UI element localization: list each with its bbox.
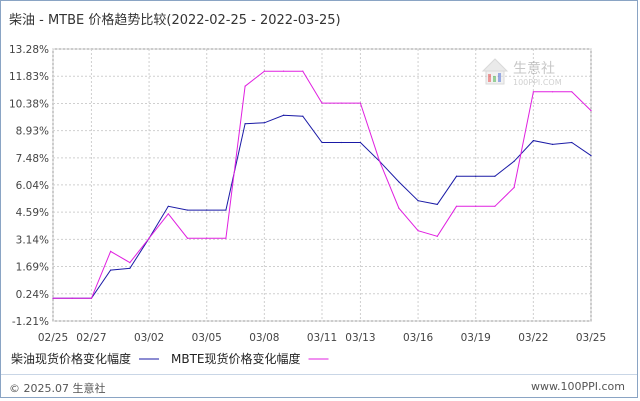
data-point xyxy=(244,123,246,125)
x-tick-label: 03/22 xyxy=(518,332,548,344)
logo-roof-icon xyxy=(481,58,509,72)
data-point xyxy=(90,297,93,299)
y-tick-label: 1.69% xyxy=(16,262,49,274)
data-point xyxy=(417,200,419,202)
x-tick-label: 03/02 xyxy=(134,332,164,344)
y-tick-label: 11.83% xyxy=(9,71,49,83)
series-lines xyxy=(52,70,592,299)
data-point xyxy=(571,91,573,93)
data-point xyxy=(359,102,362,104)
data-point xyxy=(455,205,458,207)
data-point xyxy=(263,122,265,124)
data-point xyxy=(321,102,323,104)
logo-bar-icon xyxy=(498,73,501,82)
data-point xyxy=(398,207,400,209)
data-point xyxy=(475,205,477,207)
data-point xyxy=(186,209,189,211)
legend: 柴油现货价格变化幅度 MBTE现货价格变化幅度 xyxy=(11,351,329,366)
legend-label: 柴油现货价格变化幅度 xyxy=(11,351,131,366)
data-point xyxy=(494,175,496,177)
data-point xyxy=(398,181,400,183)
data-point xyxy=(148,237,150,239)
data-point xyxy=(129,262,131,264)
data-point xyxy=(186,237,189,239)
data-point xyxy=(513,186,515,189)
data-point xyxy=(282,70,285,72)
data-point xyxy=(129,267,131,269)
data-point xyxy=(225,209,227,211)
logo-bar-icon xyxy=(493,76,496,82)
data-point xyxy=(52,297,54,299)
watermark: 生意社 100PPI.COM xyxy=(481,58,562,87)
data-point xyxy=(110,269,112,271)
footer-site: www.100PPI.com xyxy=(531,380,625,393)
data-point xyxy=(206,237,208,239)
data-point xyxy=(263,70,265,72)
y-axis-labels: 13.28% 11.83% 10.38% 8.93% 7.48% 6.04% 4.59% 3.… xyxy=(9,44,49,328)
y-tick-label: 3.14% xyxy=(16,234,49,246)
data-point xyxy=(302,115,304,117)
data-point xyxy=(494,205,496,207)
x-tick-label: 02/25 xyxy=(38,332,68,344)
x-tick-label: 03/08 xyxy=(249,332,279,344)
data-point xyxy=(513,160,515,162)
x-axis-labels: 02/25 02/27 03/02 03/05 03/08 03/11 03/13 03/16… xyxy=(38,332,606,344)
data-point xyxy=(302,70,304,72)
logo-bar-icon xyxy=(488,74,491,82)
data-point xyxy=(436,235,438,237)
x-tick-label: 03/13 xyxy=(345,332,375,344)
data-point xyxy=(71,297,73,299)
data-point xyxy=(590,109,592,112)
x-tick-label: 03/05 xyxy=(192,332,222,344)
watermark-name: 生意社 xyxy=(513,60,555,77)
footer-divider xyxy=(1,374,637,375)
data-point xyxy=(359,141,362,144)
watermark-url: 100PPI.COM xyxy=(513,78,562,87)
data-point xyxy=(321,141,323,144)
x-tick-label: 03/25 xyxy=(576,332,606,344)
data-point xyxy=(532,91,534,93)
data-point xyxy=(436,203,438,206)
data-point xyxy=(571,141,573,144)
data-point xyxy=(340,141,342,144)
y-tick-label: 10.38% xyxy=(9,98,49,110)
y-tick-label: 13.28% xyxy=(9,44,49,56)
data-point xyxy=(110,250,112,252)
legend-label: MBTE现货价格变化幅度 xyxy=(171,351,301,366)
y-tick-label: 4.59% xyxy=(16,207,49,219)
x-tick-label: 03/16 xyxy=(403,332,434,344)
footer-copyright: © 2025.07 生意社 xyxy=(9,382,106,395)
data-point xyxy=(590,155,592,157)
x-tick-label: 02/27 xyxy=(76,332,106,344)
chart-title: 柴油 - MTBE 价格趋势比较(2022-02-25 - 2022-03-25… xyxy=(9,13,341,28)
data-point xyxy=(167,213,169,215)
x-tick-label: 03/11 xyxy=(307,332,337,344)
y-tick-label: 8.93% xyxy=(16,126,49,138)
data-point xyxy=(532,140,534,142)
x-tick-label: 03/19 xyxy=(461,332,491,344)
y-tick-label: 7.48% xyxy=(16,153,49,165)
y-tick-label: -1.21% xyxy=(12,316,49,328)
data-point xyxy=(379,160,381,162)
data-point xyxy=(206,209,208,211)
grid xyxy=(52,48,592,322)
data-point xyxy=(340,102,342,104)
y-tick-label: 6.04% xyxy=(16,180,49,192)
data-point xyxy=(244,85,246,87)
data-point xyxy=(167,205,169,207)
data-point xyxy=(475,175,477,177)
data-point xyxy=(282,114,285,116)
data-point xyxy=(417,230,419,232)
data-point xyxy=(551,91,554,93)
data-point xyxy=(225,237,227,239)
data-point xyxy=(455,175,458,177)
y-tick-label: 0.24% xyxy=(16,289,49,301)
data-point xyxy=(551,143,554,145)
